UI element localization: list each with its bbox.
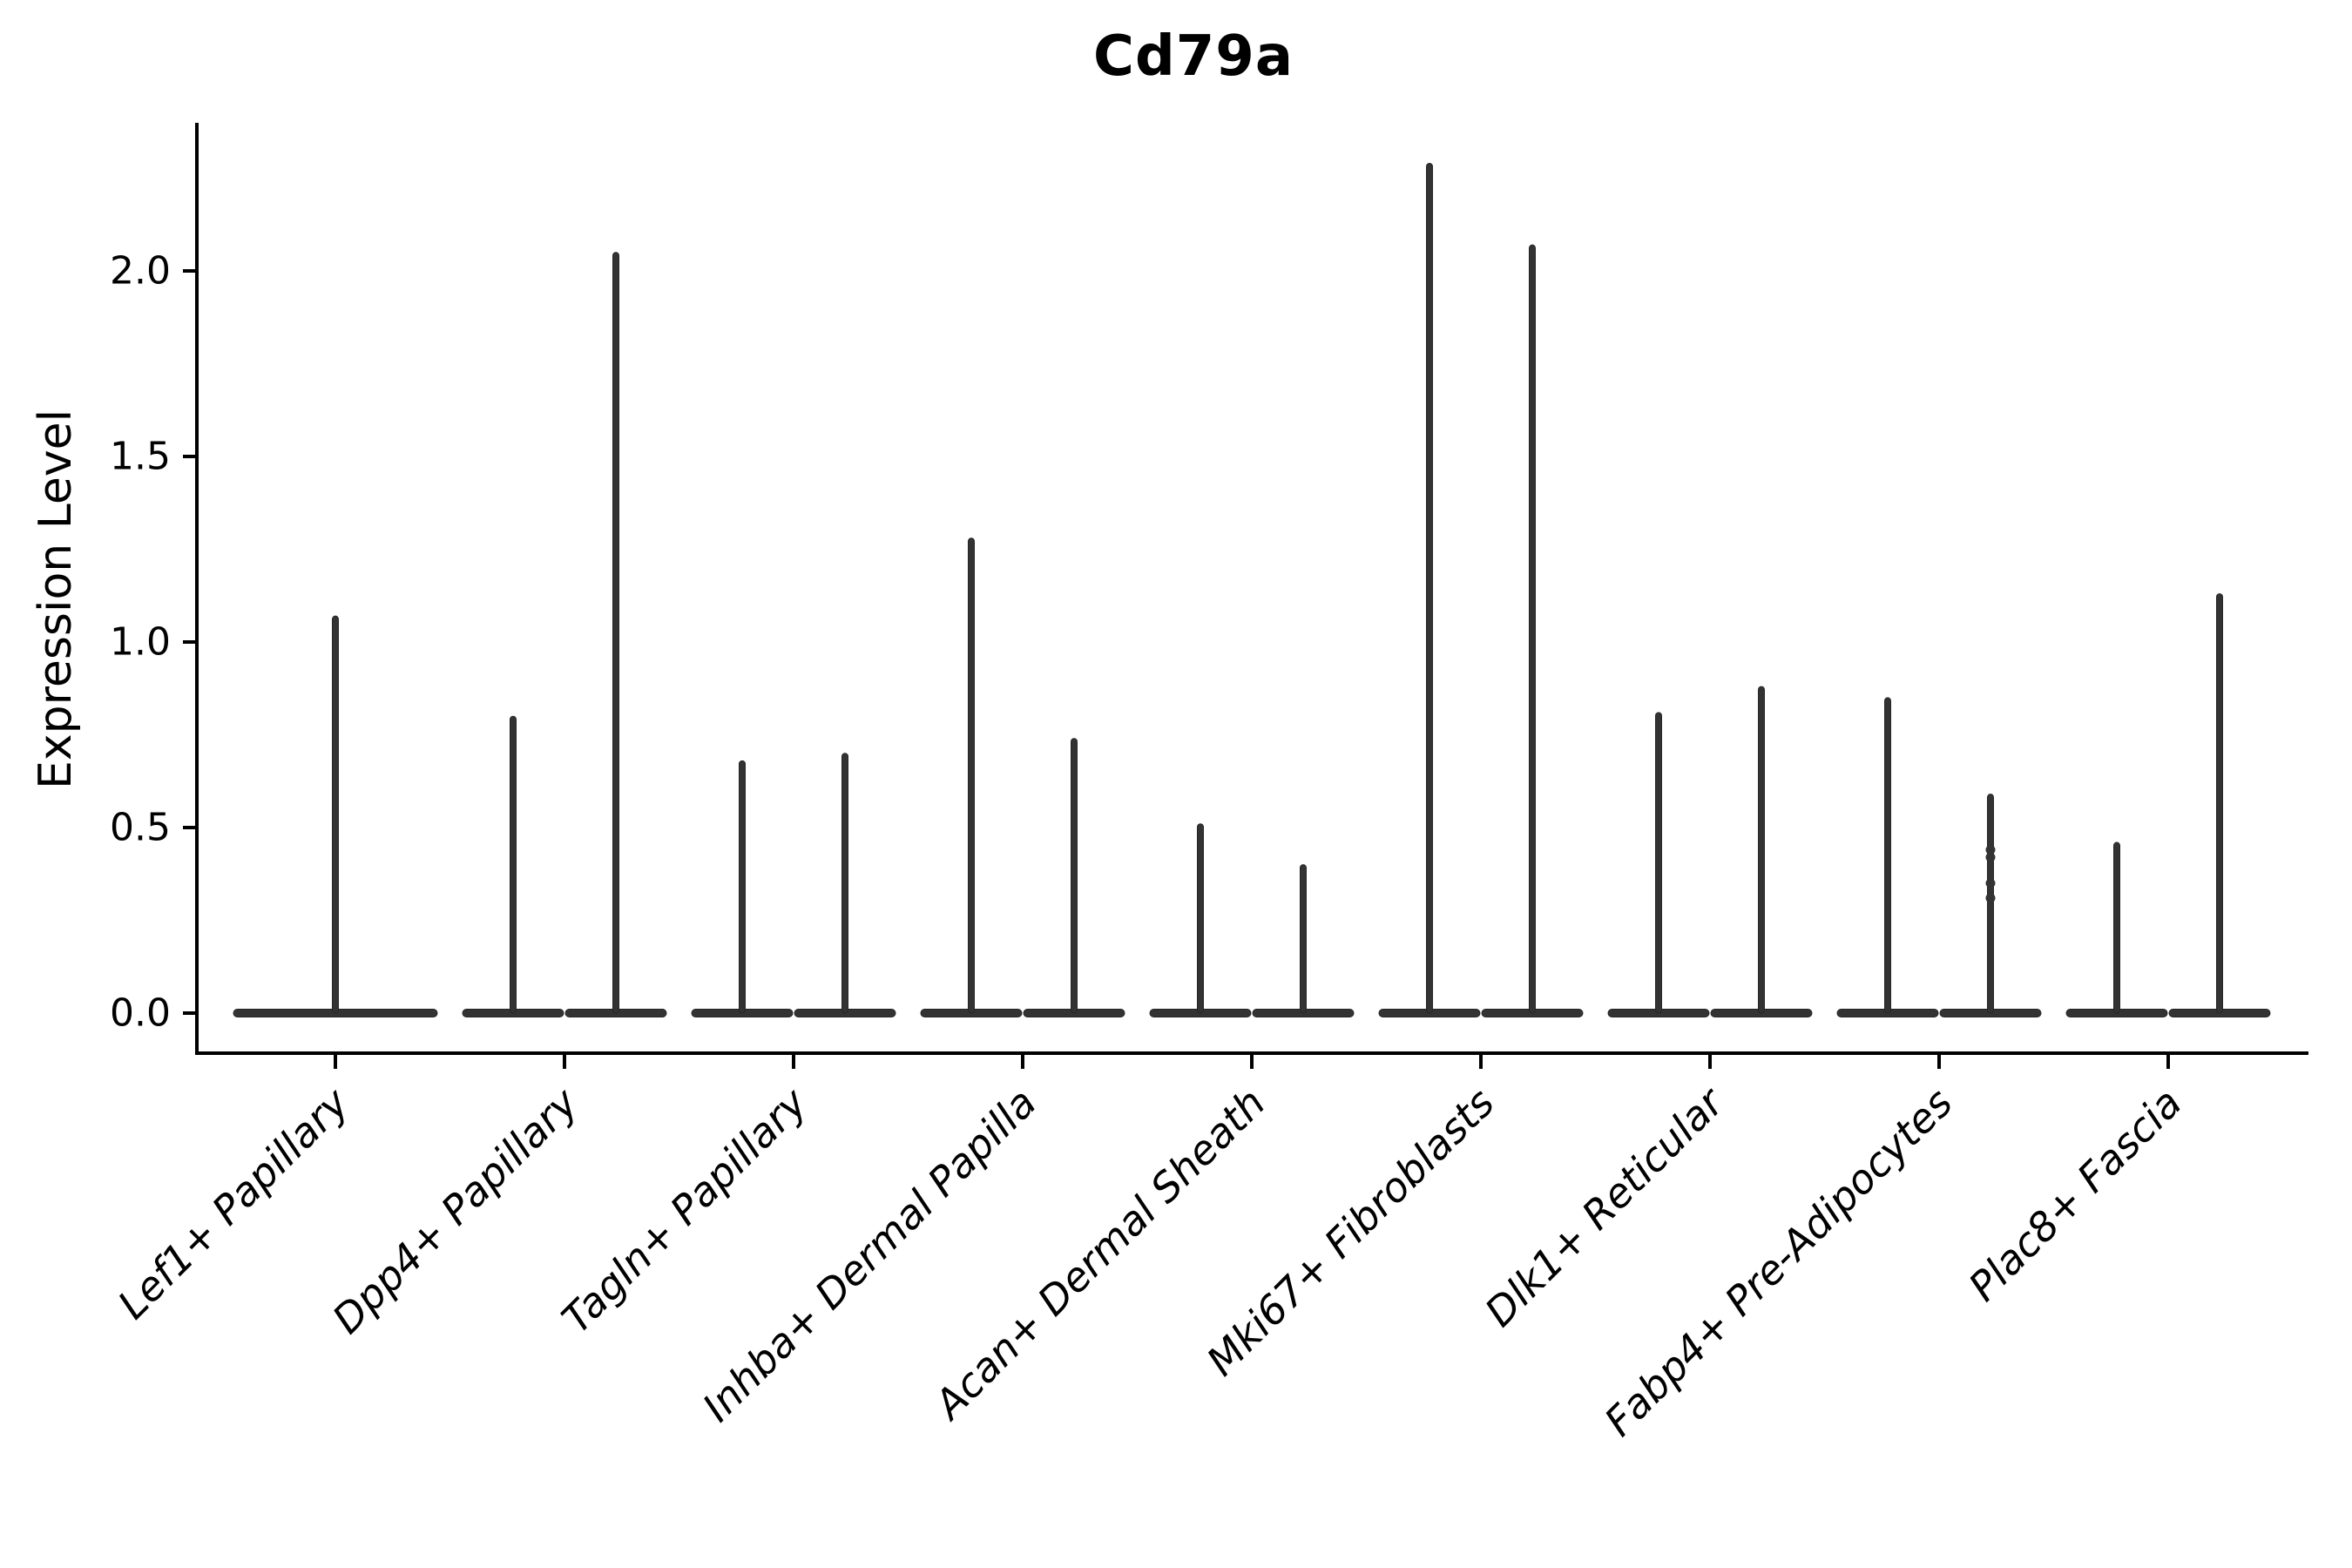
- x-tick-label: Dlk1+ Reticular: [1476, 1077, 1734, 1335]
- violin-spike: [332, 615, 339, 1014]
- y-tick-label: 1.0: [110, 620, 171, 665]
- violin-spike: [1071, 738, 1078, 1014]
- violin-spike: [739, 760, 746, 1014]
- expression-point: [1985, 845, 1996, 855]
- x-tick-label: Dpp4+ Papillary: [323, 1078, 587, 1342]
- y-tick-label: 2.0: [110, 249, 171, 294]
- violin-spike: [1197, 823, 1204, 1014]
- violin-spike: [612, 252, 619, 1014]
- violin-spike: [841, 753, 848, 1014]
- violin-spike: [2216, 593, 2223, 1014]
- expression-point: [1985, 878, 1996, 889]
- violin-spike: [1426, 162, 1433, 1014]
- violin-spike: [1987, 794, 1994, 1014]
- y-tick-label: 0.0: [110, 991, 171, 1036]
- x-tick-label: Lef1+ Papillary: [109, 1078, 358, 1328]
- violin-spike: [1655, 712, 1662, 1014]
- y-tick-label: 0.5: [110, 806, 171, 850]
- plot-title: Cd79a: [1092, 24, 1294, 89]
- violin-spike: [1758, 686, 1765, 1014]
- violin-spike: [2113, 841, 2120, 1014]
- violin-spike: [1529, 244, 1536, 1014]
- violin-spike: [1884, 697, 1891, 1014]
- violin-spike: [968, 537, 975, 1014]
- violin-spike: [1300, 864, 1307, 1014]
- violin-spike: [510, 715, 517, 1014]
- y-tick-label: 1.5: [110, 435, 171, 479]
- x-tick-label: Plac8+ Fascia: [1959, 1079, 2190, 1310]
- expression-point: [1985, 852, 1996, 862]
- x-tick-label: Tagln+ Papillary: [552, 1078, 816, 1342]
- expression-point: [1985, 893, 1996, 903]
